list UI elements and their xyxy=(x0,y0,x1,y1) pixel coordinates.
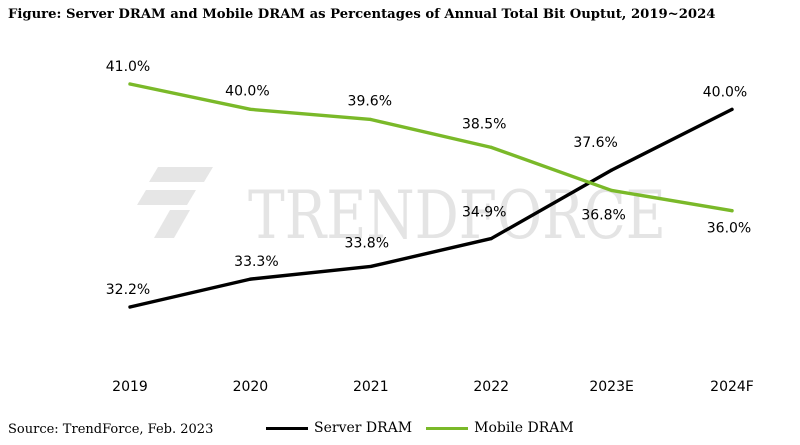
data-label-mobile-dram-2022: 38.5% xyxy=(462,116,506,132)
x-tick-2024f: 2024F xyxy=(710,379,754,395)
legend-swatch-server-dram xyxy=(266,426,308,430)
trendforce-logo-icon xyxy=(137,167,213,238)
data-point-mobile-dram-2022 xyxy=(489,145,493,149)
x-tick-2023e: 2023E xyxy=(589,379,633,395)
data-label-server-dram-2023e: 37.6% xyxy=(573,135,617,151)
data-label-server-dram-2021: 33.8% xyxy=(345,235,389,251)
data-point-server-dram-2023e xyxy=(610,168,614,172)
legend-swatch-mobile-dram xyxy=(426,426,469,430)
data-point-server-dram-2024f xyxy=(730,107,734,111)
legend-item-server-dram: Server DRAM xyxy=(266,420,412,436)
trendforce-watermark: TRENDFORCE xyxy=(137,167,666,254)
legend-label-server-dram: Server DRAM xyxy=(314,420,413,436)
data-point-server-dram-2021 xyxy=(369,264,373,269)
x-tick-2021: 2021 xyxy=(353,379,389,395)
data-point-mobile-dram-2020 xyxy=(248,107,252,111)
source-note: Source: TrendForce, Feb. 2023 xyxy=(8,422,214,437)
x-tick-2019: 2019 xyxy=(112,379,148,395)
chart-title: Figure: Server DRAM and Mobile DRAM as P… xyxy=(8,7,716,22)
data-label-server-dram-2019: 32.2% xyxy=(106,282,150,298)
x-tick-2020: 2020 xyxy=(233,379,269,395)
x-tick-2022: 2022 xyxy=(473,379,509,395)
data-label-mobile-dram-2021: 39.6% xyxy=(348,93,392,109)
series-line-mobile-dram xyxy=(128,82,734,213)
data-label-mobile-dram-2019: 41.0% xyxy=(106,59,150,75)
data-point-mobile-dram-2023e xyxy=(610,188,614,193)
legend-label-mobile-dram: Mobile DRAM xyxy=(474,420,574,436)
data-label-server-dram-2022: 34.9% xyxy=(462,205,506,221)
data-point-server-dram-2019 xyxy=(128,305,132,309)
series-line-server-dram xyxy=(128,107,734,309)
legend-item-mobile-dram: Mobile DRAM xyxy=(426,420,574,436)
data-point-server-dram-2022 xyxy=(489,236,493,241)
data-label-mobile-dram-2023e: 36.8% xyxy=(581,207,625,223)
data-point-mobile-dram-2021 xyxy=(369,117,373,122)
legend: Server DRAM Mobile DRAM xyxy=(266,420,574,436)
data-point-mobile-dram-2019 xyxy=(128,82,132,86)
data-point-server-dram-2020 xyxy=(248,277,252,281)
watermark-text: TRENDFORCE xyxy=(248,177,666,254)
data-point-mobile-dram-2024f xyxy=(730,209,734,213)
data-label-server-dram-2024f: 40.0% xyxy=(703,84,747,100)
data-label-mobile-dram-2024f: 36.0% xyxy=(707,221,751,237)
data-label-server-dram-2020: 33.3% xyxy=(234,254,278,270)
data-label-mobile-dram-2020: 40.0% xyxy=(225,83,269,99)
